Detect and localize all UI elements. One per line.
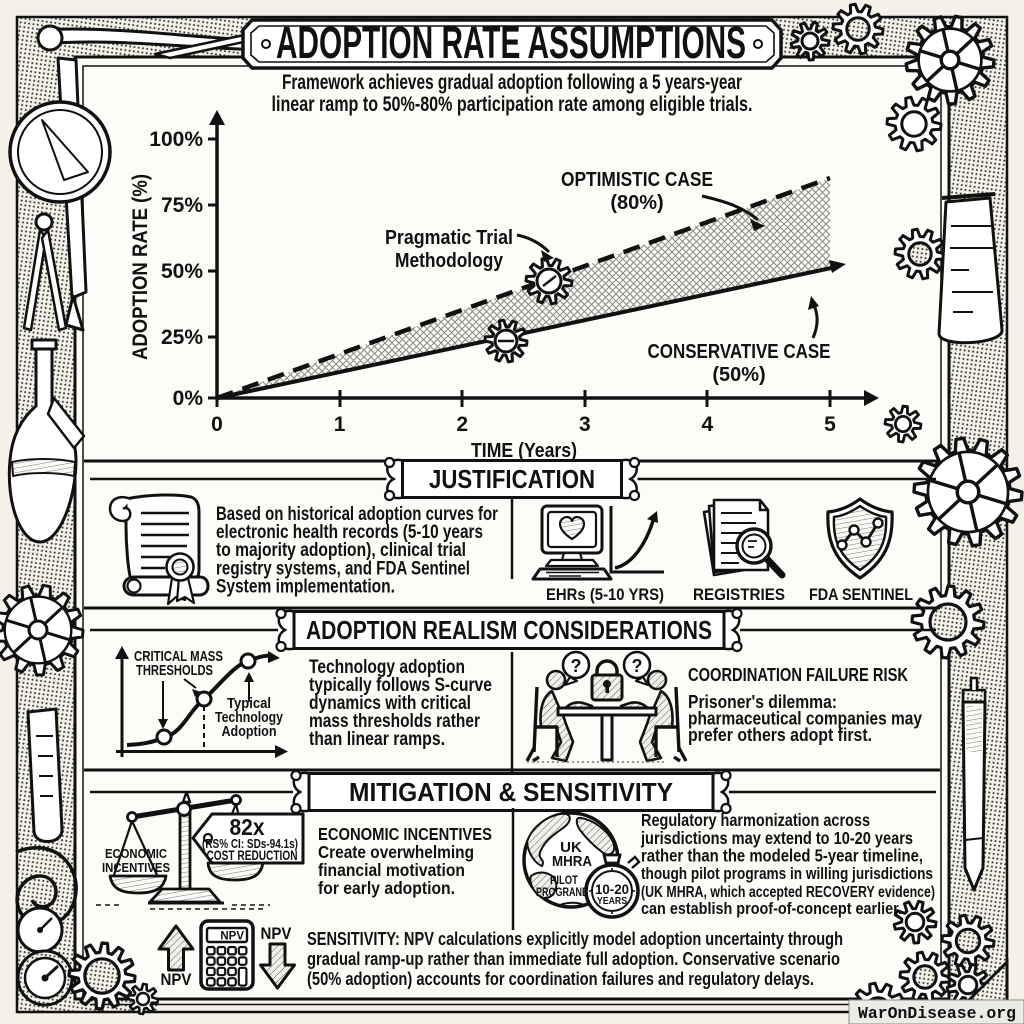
svg-text:0%: 0% [173,387,204,410]
svg-text:(50%): (50%) [712,364,765,386]
svg-text:ADOPTION RATE (%): ADOPTION RATE (%) [129,174,152,360]
svg-text:though pilot programs in willi: though pilot programs in willing jurisdi… [641,864,933,883]
svg-text:?: ? [632,656,643,676]
svg-text:dynamics with critical: dynamics with critical [309,693,471,714]
svg-text:typically follows S-curve: typically follows S-curve [309,675,492,696]
svg-text:10-20: 10-20 [595,882,629,897]
svg-text:(80%): (80%) [610,192,663,214]
svg-text:REGISTRIES: REGISTRIES [693,585,785,604]
svg-text:to majority adoption), clinica: to majority adoption), clinical trial [216,540,466,561]
svg-text:0: 0 [211,413,223,436]
svg-text:can establish proof-of-concept: can establish proof-of-concept earlier. [641,899,902,918]
svg-text:WarOnDisease.org: WarOnDisease.org [858,1004,1016,1023]
svg-text:Framework achieves gradual ado: Framework achieves gradual adoption foll… [282,70,742,94]
svg-text:75%: 75% [161,194,203,217]
svg-text:EHRs (5-10 YRS): EHRs (5-10 YRS) [546,585,664,604]
svg-text:COST REDUCTION: COST REDUCTION [207,848,298,863]
svg-text:pharmaceutical companies may: pharmaceutical companies may [688,709,922,729]
svg-text:mass thresholds rather: mass thresholds rather [309,711,480,732]
svg-text:linear ramp to 50%-80% partici: linear ramp to 50%-80% participation rat… [272,92,753,116]
svg-text:ADOPTION RATE ASSUMPTIONS: ADOPTION RATE ASSUMPTIONS [276,17,746,68]
svg-text:Based on historical adoption c: Based on historical adoption curves for [216,504,498,525]
svg-text:ECONOMIC: ECONOMIC [105,847,167,861]
svg-text:(UK MHRA, which accepted RECOV: (UK MHRA, which accepted RECOVERY eviden… [641,884,935,901]
svg-text:NPV: NPV [161,971,192,989]
svg-text:ECONOMIC INCENTIVES: ECONOMIC INCENTIVES [318,824,492,844]
svg-text:TIME (Years): TIME (Years) [471,440,577,462]
svg-text:Prisoner's dilemma:: Prisoner's dilemma: [688,692,837,712]
svg-text:PILOT: PILOT [550,875,578,887]
svg-text:OPTIMISTIC CASE: OPTIMISTIC CASE [561,169,713,191]
svg-text:electronic health records (5-1: electronic health records (5-10 years [216,522,483,543]
svg-text:jurisdictions may extend to 10: jurisdictions may extend to 10-20 years [640,828,913,848]
svg-text:THRESHOLDS: THRESHOLDS [136,662,213,679]
svg-text:CRITICAL MASS: CRITICAL MASS [134,648,223,665]
svg-text:ADOPTION REALISM CONSIDERATION: ADOPTION REALISM CONSIDERATIONS [306,615,712,645]
svg-text:Regulatory harmonization acros: Regulatory harmonization across [641,810,870,830]
svg-text:MITIGATION & SENSITIVITY: MITIGATION & SENSITIVITY [349,777,673,807]
svg-text:100%: 100% [149,128,203,151]
svg-text:Technology adoption: Technology adoption [309,657,465,678]
svg-text:prefer others adopt first.: prefer others adopt first. [688,725,872,745]
svg-text:FDA SENTINEL: FDA SENTINEL [809,585,913,604]
svg-text:than linear ramps.: than linear ramps. [309,729,445,750]
svg-text:SENSITIVITY: NPV calculations: SENSITIVITY: NPV calculations explicitly… [307,928,843,949]
svg-text:YEARS: YEARS [597,896,627,907]
svg-text:Create overwhelming: Create overwhelming [318,842,474,862]
svg-text:(RS% CI: SDs-94.1s): (RS% CI: SDs-94.1s) [202,837,298,851]
svg-text:registry systems, and FDA Sent: registry systems, and FDA Sentinel [216,558,470,579]
svg-text:COORDINATION FAILURE RISK: COORDINATION FAILURE RISK [688,665,908,685]
svg-text:82x: 82x [230,814,265,840]
svg-text:PROGRANE: PROGRANE [536,887,588,899]
svg-text:NPV: NPV [220,931,244,943]
svg-text:4: 4 [702,413,714,436]
svg-text:MHRA: MHRA [552,853,592,870]
svg-text:financial motivation: financial motivation [318,860,465,880]
svg-text:Typical: Typical [227,695,271,712]
svg-text:?: ? [571,656,582,676]
svg-text:INCENTIVES: INCENTIVES [102,861,170,875]
svg-text:Technology: Technology [215,709,284,726]
svg-text:1: 1 [334,413,346,436]
svg-text:gradual ramp-up rather than im: gradual ramp-up rather than immediate fu… [307,948,840,969]
svg-text:System implementation.: System implementation. [216,576,395,597]
svg-text:Adoption: Adoption [222,723,277,740]
svg-text:UK: UK [560,839,582,856]
svg-text:5: 5 [824,413,836,436]
svg-text:2: 2 [456,413,468,436]
svg-text:(50% adoption) accounts for co: (50% adoption) accounts for coordination… [307,968,814,989]
svg-text:Methodology: Methodology [395,250,504,272]
svg-text:for early adoption.: for early adoption. [318,878,455,898]
svg-text:3: 3 [579,413,591,436]
svg-text:NPV: NPV [261,925,292,943]
svg-text:Pragmatic Trial: Pragmatic Trial [385,227,513,249]
svg-text:CONSERVATIVE CASE: CONSERVATIVE CASE [648,341,831,363]
svg-text:25%: 25% [161,326,203,349]
svg-text:JUSTIFICATION: JUSTIFICATION [429,464,595,494]
svg-text:rather than the modeled 5-year: rather than the modeled 5-year timeline, [641,846,923,866]
svg-text:50%: 50% [161,260,203,283]
